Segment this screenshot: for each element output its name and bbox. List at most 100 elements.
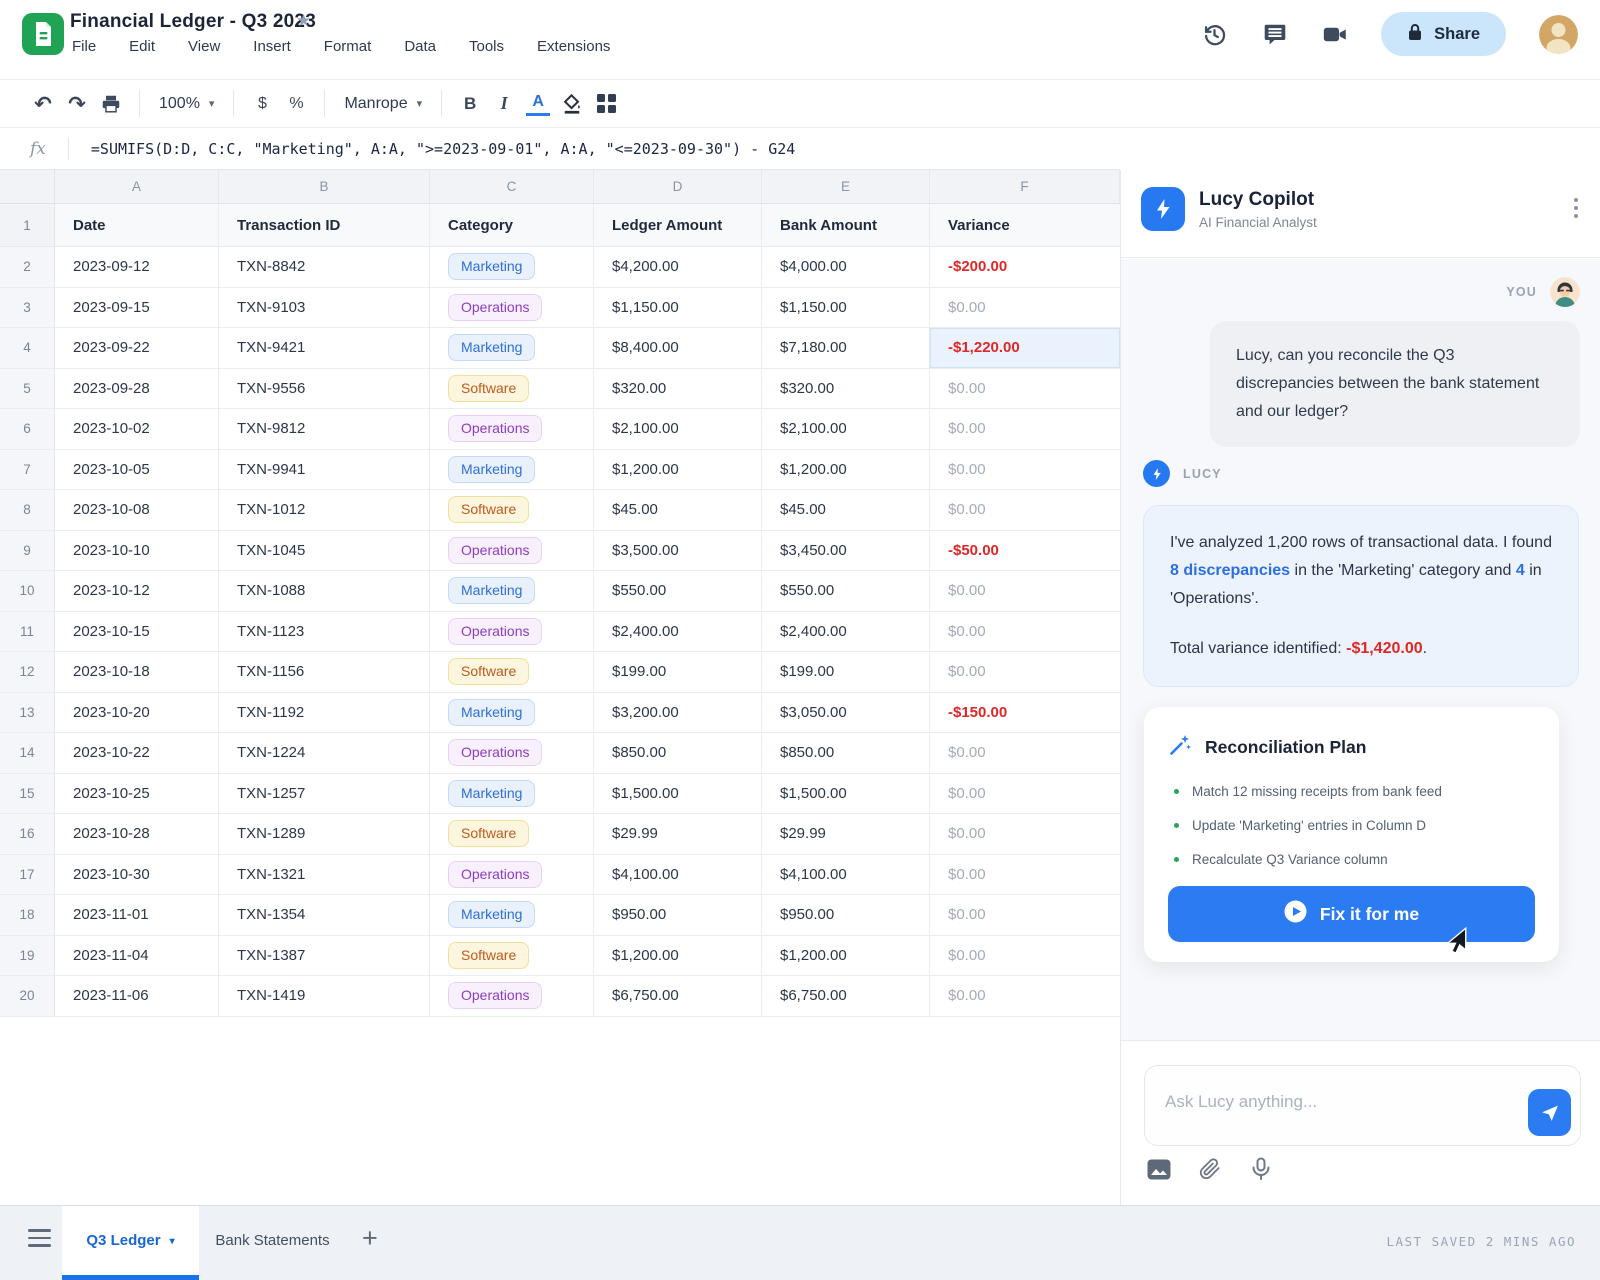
cell-ledger-amount[interactable]: $320.00 (594, 368, 762, 408)
row-number[interactable]: 12 (0, 652, 55, 692)
cell-bank-amount[interactable]: $2,100.00 (762, 409, 930, 449)
cell-ledger-amount[interactable]: $4,100.00 (594, 854, 762, 894)
font-select[interactable]: Manrope ▾ (336, 95, 430, 113)
cell-bank-amount[interactable]: $2,400.00 (762, 611, 930, 651)
cell-category[interactable]: Marketing (430, 895, 594, 935)
cell-category[interactable]: Software (430, 814, 594, 854)
share-button[interactable]: Share (1381, 12, 1506, 56)
fix-it-for-me-button[interactable]: Fix it for me (1168, 886, 1535, 942)
cell-bank-amount[interactable]: $4,100.00 (762, 854, 930, 894)
bold-button[interactable]: B (464, 93, 477, 113)
add-sheet-button[interactable]: + (362, 1223, 378, 1253)
cell-variance[interactable]: $0.00 (948, 744, 986, 762)
row-number[interactable]: 20 (0, 976, 55, 1016)
cell-ledger-amount[interactable]: $850.00 (594, 733, 762, 773)
cell-bank-amount[interactable]: $850.00 (762, 733, 930, 773)
column-letter-B[interactable]: B (219, 170, 430, 203)
format-currency-button[interactable]: $ (258, 94, 267, 112)
cell-transaction-id[interactable]: TXN-1257 (219, 773, 430, 813)
cell-category[interactable]: Marketing (430, 773, 594, 813)
row-number[interactable]: 8 (0, 490, 55, 530)
column-letter-A[interactable]: A (55, 170, 219, 203)
discrepancy-link[interactable]: 8 discrepancies (1170, 562, 1291, 579)
cell-date[interactable]: 2023-10-10 (55, 530, 219, 570)
header-cell-variance[interactable]: Variance (948, 216, 1010, 234)
column-letter-D[interactable]: D (594, 170, 762, 203)
cell-date[interactable]: 2023-10-30 (55, 854, 219, 894)
cell-category[interactable]: Operations (430, 287, 594, 327)
cell-variance[interactable]: -$50.00 (948, 541, 999, 559)
cell-category[interactable]: Operations (430, 611, 594, 651)
cell-date[interactable]: 2023-09-22 (55, 328, 219, 368)
header-cell-ledger-amount[interactable]: Ledger Amount (594, 204, 762, 246)
cell-transaction-id[interactable]: TXN-8842 (219, 247, 430, 287)
cell-date[interactable]: 2023-10-05 (55, 449, 219, 489)
zoom-select[interactable]: 100% ▾ (151, 95, 222, 113)
format-percent-button[interactable]: % (289, 94, 304, 112)
row-number[interactable]: 10 (0, 571, 55, 611)
attach-file-icon[interactable] (1198, 1157, 1222, 1181)
menu-item-extensions[interactable]: Extensions (537, 38, 611, 55)
cell-variance[interactable]: $0.00 (948, 622, 986, 640)
cell-date[interactable]: 2023-10-28 (55, 814, 219, 854)
cell-variance[interactable]: $0.00 (948, 501, 986, 519)
header-cell-date[interactable]: Date (55, 204, 219, 246)
borders-grid-icon[interactable] (589, 88, 623, 120)
document-title[interactable]: Financial Ledger - Q3 2023 (70, 11, 316, 32)
cell-variance[interactable]: -$1,220.00 (930, 328, 1120, 368)
cell-ledger-amount[interactable]: $8,400.00 (594, 328, 762, 368)
cell-ledger-amount[interactable]: $3,500.00 (594, 530, 762, 570)
cell-ledger-amount[interactable]: $3,200.00 (594, 692, 762, 732)
cell-category[interactable]: Software (430, 490, 594, 530)
menu-item-file[interactable]: File (72, 38, 97, 55)
cell-date[interactable]: 2023-10-02 (55, 409, 219, 449)
cell-category[interactable]: Software (430, 935, 594, 975)
cell-variance[interactable]: $0.00 (948, 987, 986, 1005)
row-number[interactable]: 16 (0, 814, 55, 854)
cell-variance[interactable]: $0.00 (948, 298, 986, 316)
cell-date[interactable]: 2023-10-15 (55, 611, 219, 651)
italic-button[interactable]: I (500, 93, 508, 113)
row-number[interactable]: 19 (0, 935, 55, 975)
row-number[interactable]: 18 (0, 895, 55, 935)
cell-category[interactable]: Operations (430, 733, 594, 773)
cell-variance[interactable]: $0.00 (948, 582, 986, 600)
all-sheets-menu-icon[interactable] (28, 1229, 51, 1247)
cell-ledger-amount[interactable]: $6,750.00 (594, 976, 762, 1016)
cell-category[interactable]: Operations (430, 530, 594, 570)
print-button[interactable] (94, 88, 128, 120)
row-number[interactable]: 7 (0, 449, 55, 489)
cell-ledger-amount[interactable]: $4,200.00 (594, 247, 762, 287)
cell-category[interactable]: Marketing (430, 571, 594, 611)
cell-date[interactable]: 2023-10-25 (55, 773, 219, 813)
cell-transaction-id[interactable]: TXN-1419 (219, 976, 430, 1016)
cell-transaction-id[interactable]: TXN-1045 (219, 530, 430, 570)
column-letter-C[interactable]: C (430, 170, 594, 203)
cell-ledger-amount[interactable]: $1,500.00 (594, 773, 762, 813)
cell-variance[interactable]: $0.00 (948, 865, 986, 883)
cell-ledger-amount[interactable]: $2,400.00 (594, 611, 762, 651)
microphone-icon[interactable] (1249, 1157, 1273, 1181)
cell-date[interactable]: 2023-11-06 (55, 976, 219, 1016)
cell-date[interactable]: 2023-09-28 (55, 368, 219, 408)
row-number[interactable]: 17 (0, 854, 55, 894)
cell-variance[interactable]: $0.00 (948, 784, 986, 802)
cell-bank-amount[interactable]: $550.00 (762, 571, 930, 611)
formula-input[interactable]: =SUMIFS(D:D, C:C, "Marketing", A:A, ">=2… (90, 140, 796, 158)
account-avatar[interactable] (1539, 14, 1578, 54)
comments-icon[interactable] (1261, 21, 1288, 48)
cell-bank-amount[interactable]: $45.00 (762, 490, 930, 530)
cell-category[interactable]: Operations (430, 976, 594, 1016)
cell-transaction-id[interactable]: TXN-1354 (219, 895, 430, 935)
cell-variance[interactable]: $0.00 (948, 420, 986, 438)
cell-transaction-id[interactable]: TXN-1387 (219, 935, 430, 975)
row-number[interactable]: 3 (0, 287, 55, 327)
cell-category[interactable]: Marketing (430, 692, 594, 732)
cell-variance[interactable]: $0.00 (948, 906, 986, 924)
cell-transaction-id[interactable]: TXN-1224 (219, 733, 430, 773)
menu-item-edit[interactable]: Edit (129, 38, 156, 55)
insert-image-icon[interactable] (1147, 1157, 1171, 1181)
cell-category[interactable]: Marketing (430, 449, 594, 489)
cell-transaction-id[interactable]: TXN-9812 (219, 409, 430, 449)
menu-item-tools[interactable]: Tools (469, 38, 505, 55)
